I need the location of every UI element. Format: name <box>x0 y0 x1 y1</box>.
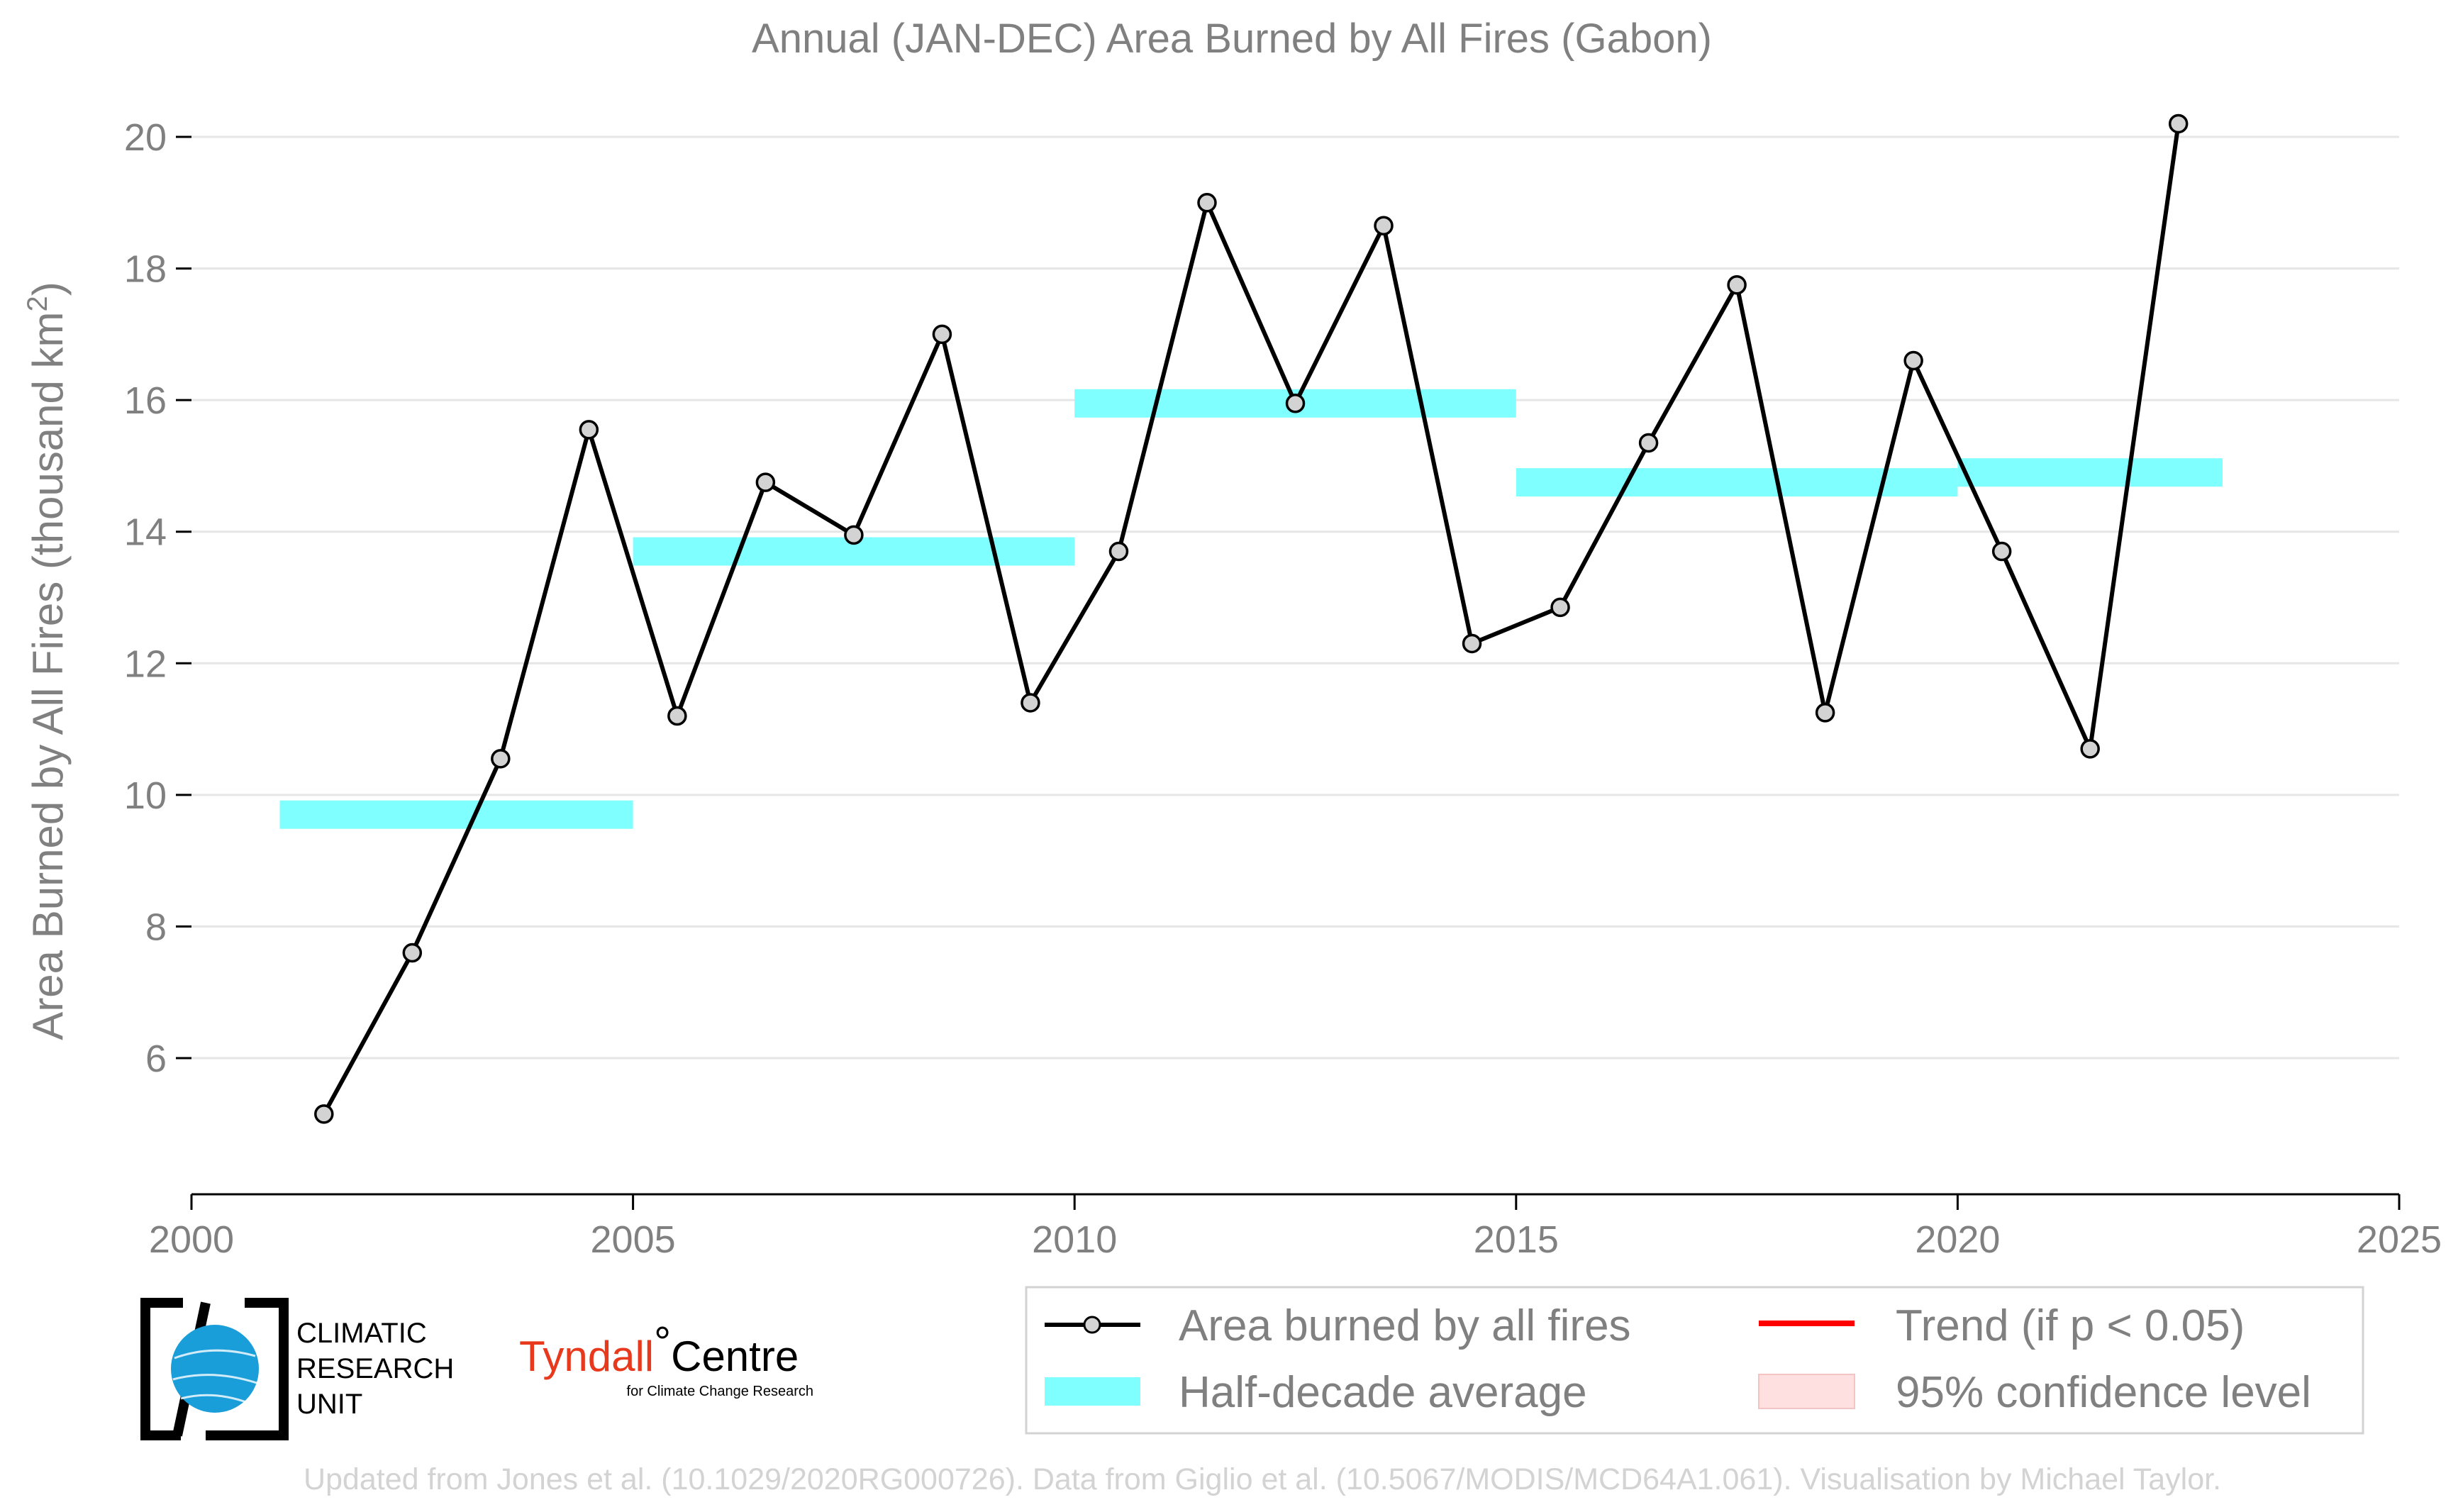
x-tick-label: 2010 <box>1032 1218 1117 1261</box>
cru-logo-line1: CLIMATIC <box>296 1318 427 1349</box>
data-point <box>667 706 687 726</box>
data-point <box>755 472 776 492</box>
half-decade-average-bar <box>279 800 633 829</box>
y-axis-label-main: Area Burned by All Fires (thousand km <box>24 312 72 1040</box>
legend-label-confidence: 95% confidence level <box>1896 1368 2311 1417</box>
y-axis-label-end: ) <box>24 282 72 296</box>
globe-icon <box>171 1325 259 1413</box>
y-tick-label: 16 <box>124 379 167 422</box>
data-point <box>1108 541 1129 562</box>
legend-label-trend: Trend (if p < 0.05) <box>1896 1301 2245 1350</box>
x-tick-label: 2000 <box>149 1218 234 1261</box>
data-point <box>2168 113 2189 134</box>
y-tick-label: 6 <box>145 1038 167 1080</box>
cru-logo-bracket-left <box>140 1298 183 1440</box>
y-axis-ticks: 6 8 10 12 14 16 18 20 <box>124 116 191 1080</box>
y-tick-label: 8 <box>145 906 167 948</box>
half-decade-average-bar <box>1957 458 2223 487</box>
y-gridlines <box>191 135 2399 1060</box>
y-tick-label: 20 <box>124 116 167 159</box>
cru-logo-bracket-right <box>206 1298 289 1440</box>
legend-swatch-confidence <box>1758 1374 1855 1409</box>
tyndall-logo-part2: Centre <box>671 1333 799 1380</box>
legend-swatch-half-decade <box>1045 1377 1140 1406</box>
data-point <box>1462 633 1482 654</box>
y-tick-label: 14 <box>124 511 167 554</box>
data-point <box>1815 703 1835 723</box>
cru-logo: CLIMATIC RESEARCH UNIT <box>140 1298 454 1440</box>
tyndall-logo-wordmark: Tyndall°Centre <box>519 1318 799 1380</box>
y-tick-label: 10 <box>124 774 167 817</box>
data-point <box>1197 193 1217 213</box>
data-point <box>579 420 599 440</box>
data-point <box>1903 350 1923 371</box>
data-point <box>844 525 864 545</box>
globe-icon-lines <box>172 1349 257 1404</box>
half-decade-averages <box>279 389 2223 829</box>
data-point <box>932 324 952 345</box>
data-point <box>314 1104 334 1124</box>
series-line-area-burned <box>322 123 2181 1116</box>
tyndall-logo-subtitle: for Climate Change Research <box>627 1384 813 1399</box>
legend-swatch-area-burned-marker <box>1083 1316 1101 1334</box>
data-point <box>1638 433 1659 453</box>
data-point <box>402 943 423 963</box>
y-tick-label: 18 <box>124 248 167 291</box>
credit-text: Updated from Jones et al. (10.1029/2020R… <box>304 1462 2221 1496</box>
y-tick-label: 12 <box>124 643 167 685</box>
legend-box <box>1025 1286 2364 1435</box>
cru-logo-line2: RESEARCH <box>296 1353 454 1384</box>
data-point <box>1374 216 1394 236</box>
x-tick-label: 2015 <box>1474 1218 1559 1261</box>
tyndall-logo: Tyndall°Centre for Climate Change Resear… <box>519 1318 813 1399</box>
x-tick-label: 2005 <box>591 1218 676 1261</box>
legend-label-half-decade: Half-decade average <box>1179 1368 1587 1417</box>
cru-logo-line3: UNIT <box>296 1389 362 1420</box>
data-point <box>1991 541 2012 562</box>
data-point <box>2080 739 2100 759</box>
x-tick-label: 2020 <box>1915 1218 2000 1261</box>
data-point <box>1021 693 1040 713</box>
data-point <box>1727 275 1747 295</box>
tyndall-logo-degree: ° <box>654 1318 671 1366</box>
x-axis-ticks: 2000 2005 2010 2015 2020 2025 <box>149 1194 2442 1261</box>
x-tick-label: 2025 <box>2357 1218 2442 1261</box>
y-axis-label-superscript: 2 <box>22 296 53 311</box>
chart-title: Annual (JAN-DEC) Area Burned by All Fire… <box>752 16 1712 62</box>
legend: Area burned by all fires Trend (if p < 0… <box>1025 1286 2364 1435</box>
data-point <box>1550 597 1570 618</box>
legend-label-area-burned: Area burned by all fires <box>1179 1301 1631 1350</box>
half-decade-average-bar <box>1516 468 1958 497</box>
series-points <box>314 113 2189 1124</box>
tyndall-logo-part1: Tyndall <box>519 1333 654 1380</box>
y-axis-label: Area Burned by All Fires (thousand km2) <box>22 282 72 1040</box>
data-point <box>491 749 511 769</box>
data-point <box>1285 394 1306 413</box>
